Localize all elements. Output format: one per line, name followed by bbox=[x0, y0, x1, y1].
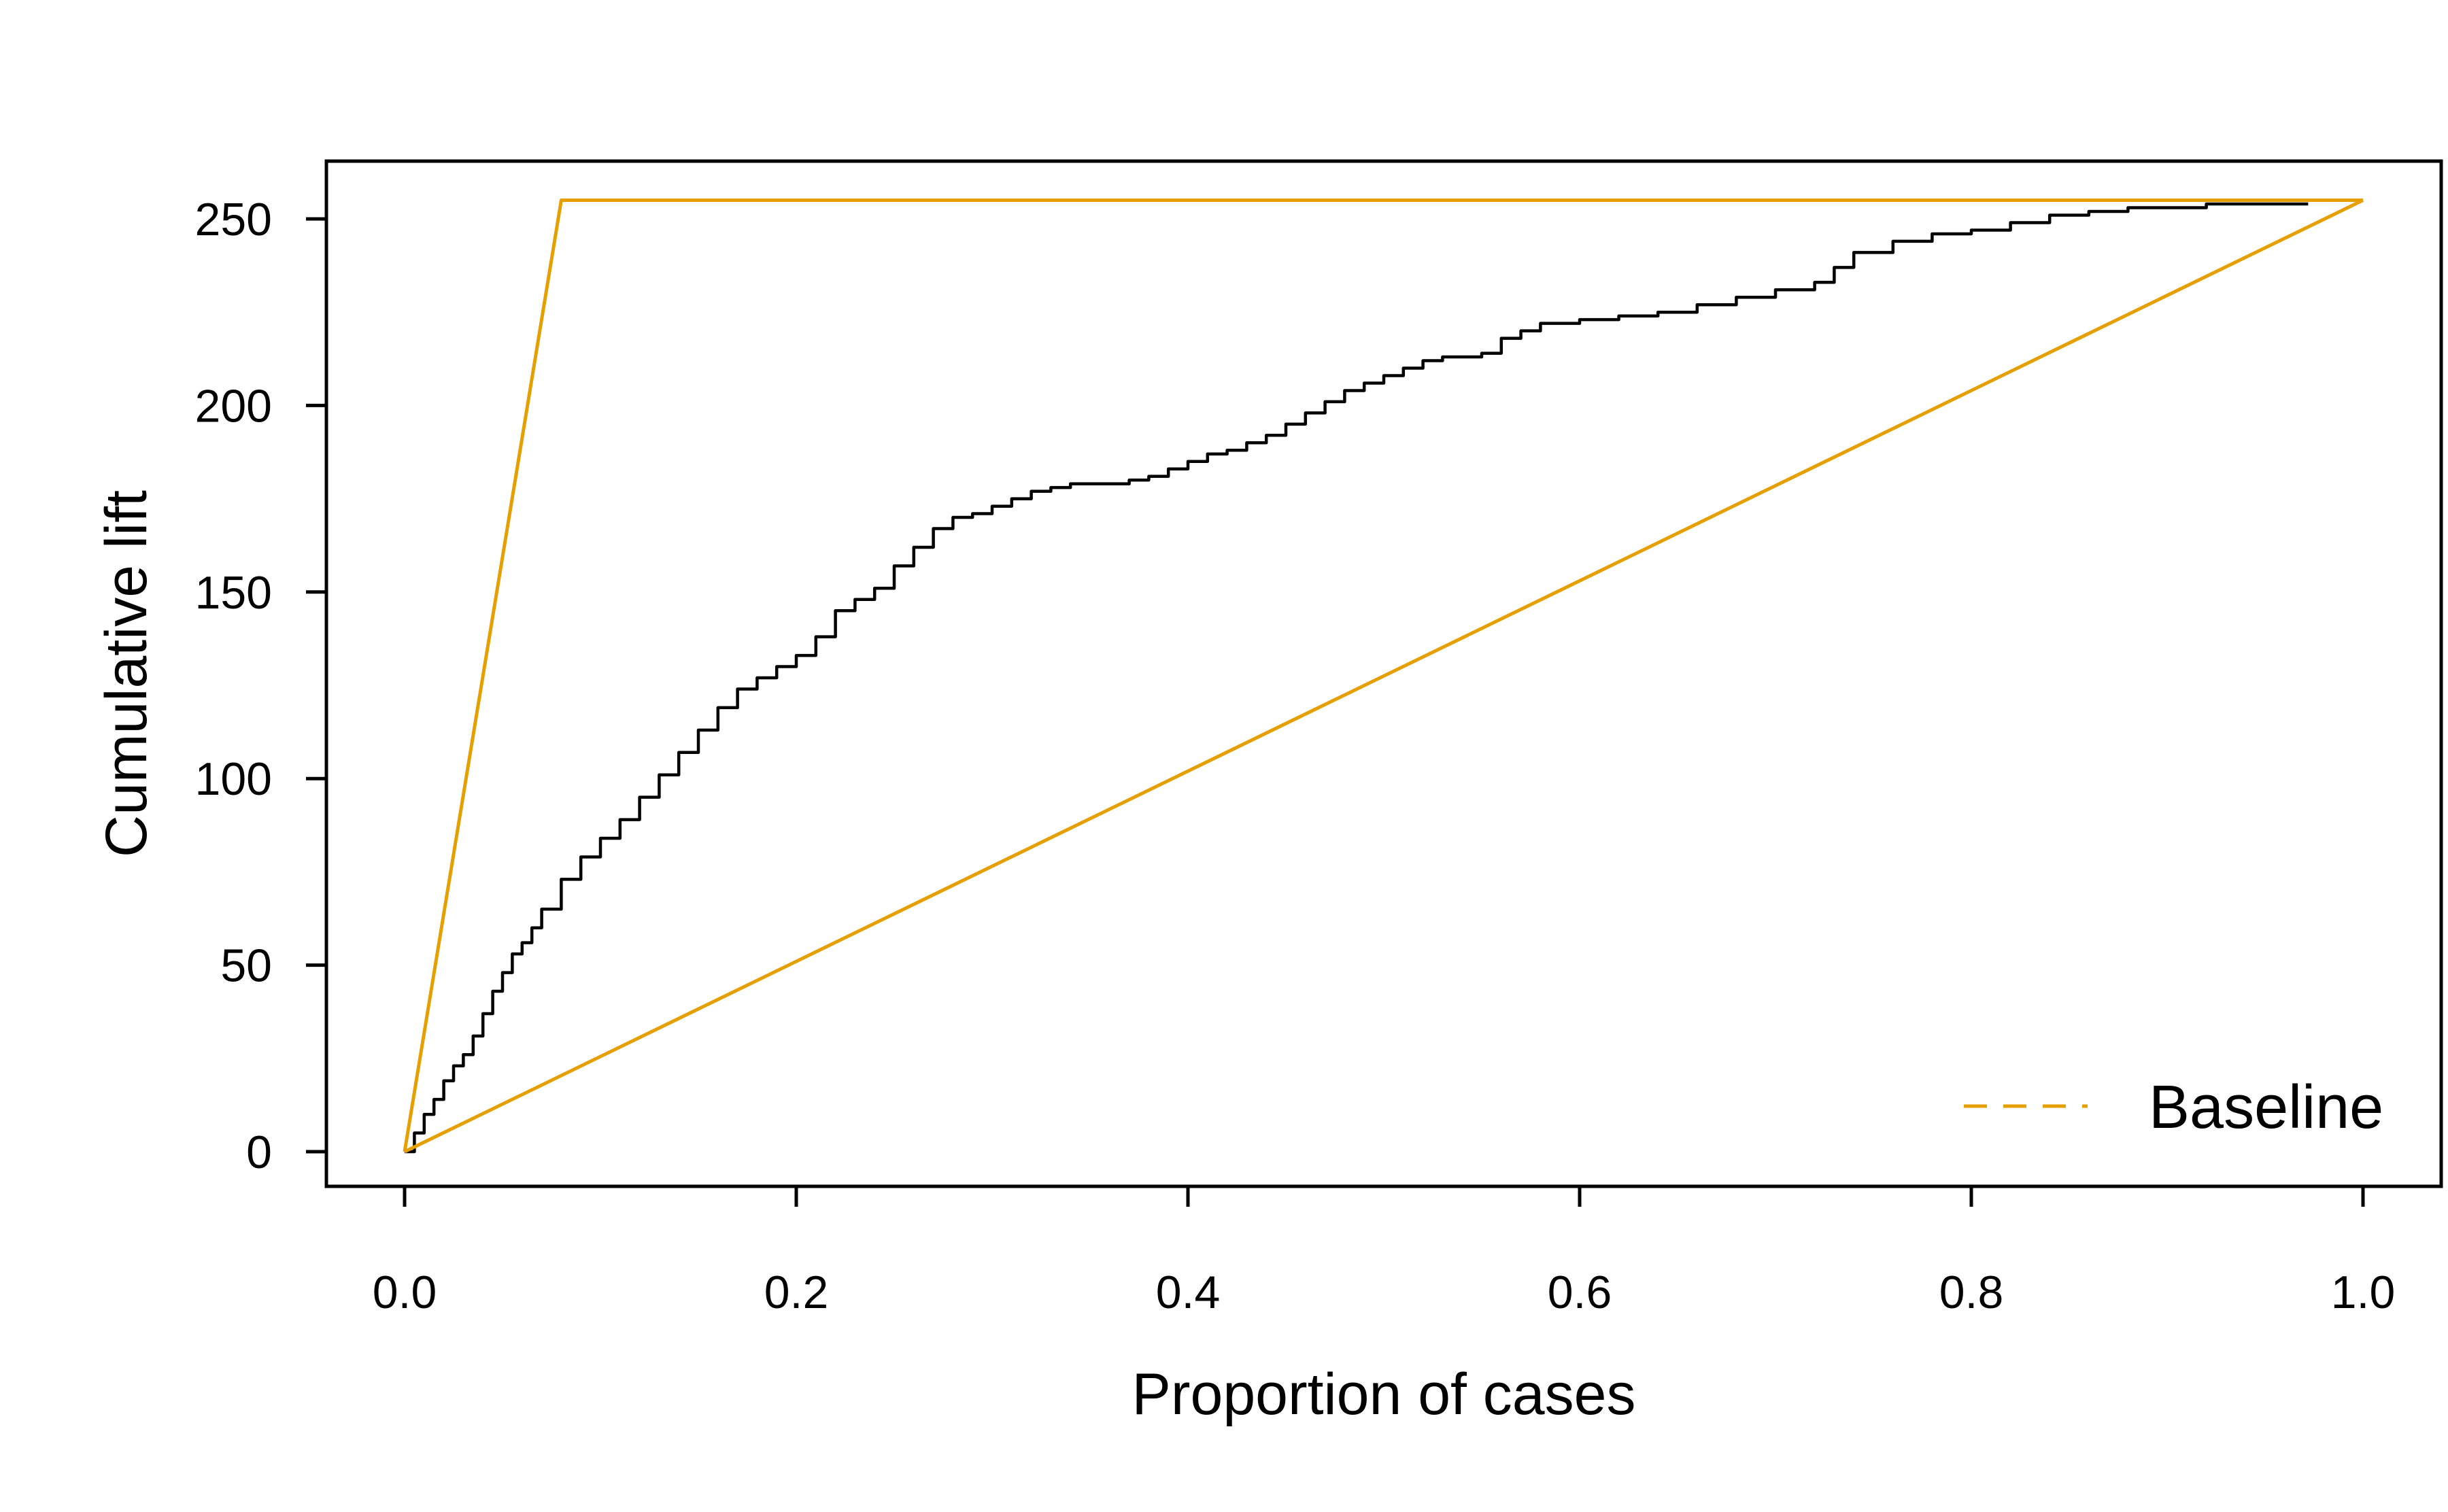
x-tick-label: 1.0 bbox=[2331, 1267, 2396, 1318]
y-tick-label: 250 bbox=[195, 194, 272, 245]
x-tick-label: 0.8 bbox=[1939, 1267, 2004, 1318]
y-axis: 0 50 100 150 200 250 bbox=[195, 194, 328, 1178]
x-axis-title: Proportion of cases bbox=[1132, 1362, 1636, 1427]
x-tick-label: 0.6 bbox=[1548, 1267, 1612, 1318]
y-tick-label: 200 bbox=[195, 380, 272, 432]
x-axis: 0.0 0.2 0.4 0.6 0.8 1.0 bbox=[373, 1184, 2396, 1318]
y-tick-label: 100 bbox=[195, 753, 272, 805]
series-line-3 bbox=[403, 199, 2364, 1154]
y-axis-title: Cumulative lift bbox=[94, 490, 159, 857]
series-line-2 bbox=[403, 199, 2363, 1152]
x-tick-label: 0.4 bbox=[1156, 1267, 1221, 1318]
y-tick-label: 150 bbox=[195, 567, 272, 619]
series-line-1 bbox=[405, 202, 2309, 1154]
plot-marks bbox=[403, 199, 2364, 1154]
y-tick-label: 50 bbox=[220, 940, 272, 992]
y-tick-label: 0 bbox=[246, 1127, 272, 1178]
legend-baseline-label: Baseline bbox=[2149, 1073, 2383, 1141]
x-tick-label: 0.0 bbox=[373, 1267, 437, 1318]
x-tick-label: 0.2 bbox=[764, 1267, 829, 1318]
legend: Baseline bbox=[1964, 1073, 2383, 1141]
